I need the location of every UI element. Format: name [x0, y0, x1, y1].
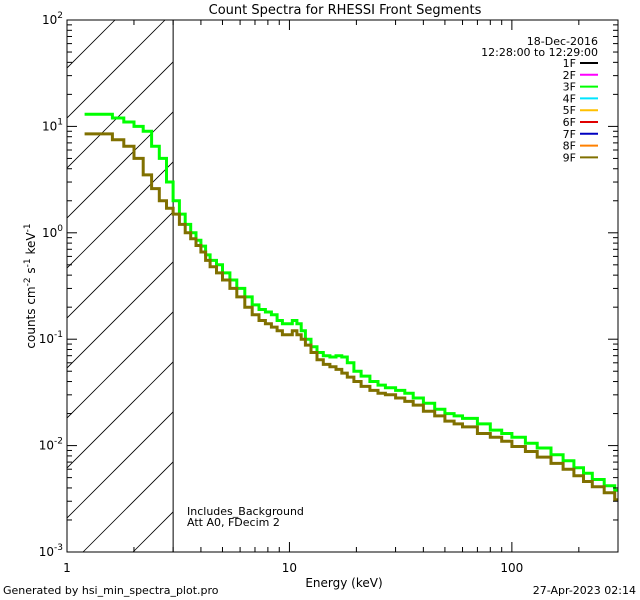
- y-tick-label: 101: [42, 117, 63, 133]
- legend-label-7F: 7F: [563, 128, 576, 141]
- legend-label-3F: 3F: [563, 81, 576, 94]
- hatch-line: [383, 0, 640, 552]
- y-tick-label: 10-3: [39, 543, 63, 559]
- legend-label-8F: 8F: [563, 140, 576, 153]
- hatch-line: [333, 0, 640, 552]
- series-line-9F: [84, 132, 618, 502]
- hatch-line: [583, 0, 640, 552]
- hatch-line: [67, 161, 174, 269]
- legend-label-6F: 6F: [563, 116, 576, 129]
- observation-date: 18-Dec-2016: [527, 35, 598, 48]
- x-axis-ticks: 1 10 100: [63, 20, 619, 575]
- hatch-line: [67, 261, 174, 369]
- x-tick-label: 100: [500, 561, 523, 575]
- hatch-line: [633, 0, 640, 552]
- footer-generated-by: Generated by hsi_min_spectra_plot.pro: [3, 584, 219, 597]
- hatch-line: [67, 111, 174, 219]
- legend-label-5F: 5F: [563, 104, 576, 117]
- plot-frame: [66, 19, 619, 553]
- y-axis-ticks: 102 101 100 10-1 10-2 10-3: [39, 11, 618, 559]
- observation-time-range: 12:28:00 to 12:29:00: [481, 46, 598, 59]
- hatch-line: [67, 20, 166, 119]
- y-tick-label: 100: [42, 224, 63, 240]
- hatched-region: [67, 0, 640, 552]
- legend-label-2F: 2F: [563, 69, 576, 82]
- hatch-line: [67, 411, 174, 519]
- legend-label-9F: 9F: [563, 151, 576, 164]
- y-tick-label: 102: [42, 11, 63, 27]
- y-tick-label: 10-1: [39, 330, 63, 346]
- hatch-line: [433, 0, 640, 552]
- hatch-line: [283, 0, 640, 552]
- x-tick-label: 10: [282, 561, 297, 575]
- series-line-3F: [84, 112, 618, 492]
- x-axis-label: Energy (keV): [305, 576, 382, 590]
- data-series: [84, 112, 618, 502]
- annotation-attenuator: Att A0, FDecim 2: [187, 516, 280, 529]
- y-tick-label: 10-2: [39, 437, 63, 453]
- hatch-line: [67, 311, 174, 419]
- annotation-background: Includes_Background: [187, 505, 304, 518]
- hatch-line: [67, 211, 174, 319]
- hatch-line: [67, 20, 116, 69]
- hatch-line: [82, 461, 174, 552]
- y-axis-label: counts cm-2 s-1 keV-1: [23, 223, 38, 348]
- x-tick-label: 1: [63, 561, 71, 575]
- legend-label-1F: 1F: [563, 57, 576, 70]
- hatch-line: [533, 0, 640, 552]
- legend-label-4F: 4F: [563, 92, 576, 105]
- hatch-line: [67, 361, 174, 469]
- chart-title: Count Spectra for RHESSI Front Segments: [209, 3, 482, 18]
- hatch-line: [67, 61, 174, 169]
- footer-timestamp: 27-Apr-2023 02:14: [533, 584, 636, 597]
